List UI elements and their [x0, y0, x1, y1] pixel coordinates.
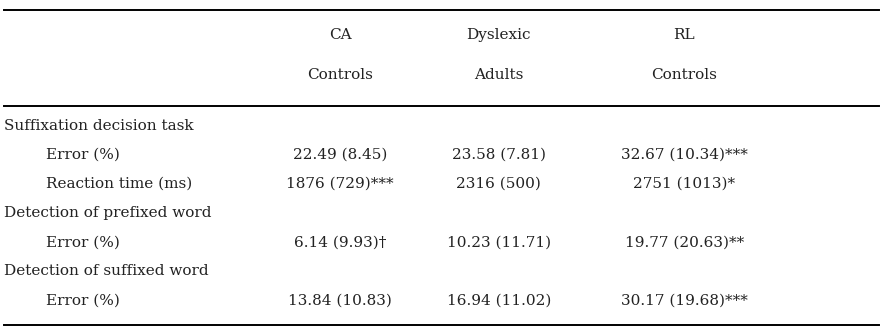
Text: 13.84 (10.83): 13.84 (10.83) — [288, 293, 392, 308]
Text: Suffixation decision task: Suffixation decision task — [4, 119, 194, 133]
Text: Error (%): Error (%) — [46, 293, 120, 308]
Text: 16.94 (11.02): 16.94 (11.02) — [447, 293, 551, 308]
Text: 10.23 (11.71): 10.23 (11.71) — [447, 235, 551, 249]
Text: CA: CA — [328, 28, 351, 42]
Text: Detection of suffixed word: Detection of suffixed word — [4, 264, 209, 278]
Text: Reaction time (ms): Reaction time (ms) — [46, 177, 192, 191]
Text: Controls: Controls — [307, 68, 373, 82]
Text: Controls: Controls — [652, 68, 717, 82]
Text: 19.77 (20.63)**: 19.77 (20.63)** — [624, 235, 744, 249]
Text: Error (%): Error (%) — [46, 148, 120, 162]
Text: Adults: Adults — [474, 68, 524, 82]
Text: 2751 (1013)*: 2751 (1013)* — [633, 177, 736, 191]
Text: 2316 (500): 2316 (500) — [457, 177, 541, 191]
Text: Dyslexic: Dyslexic — [466, 28, 532, 42]
Text: Detection of prefixed word: Detection of prefixed word — [4, 206, 212, 220]
Text: 6.14 (9.93)†: 6.14 (9.93)† — [294, 235, 386, 249]
Text: 32.67 (10.34)***: 32.67 (10.34)*** — [621, 148, 748, 162]
Text: RL: RL — [674, 28, 695, 42]
Text: 23.58 (7.81): 23.58 (7.81) — [452, 148, 546, 162]
Text: 1876 (729)***: 1876 (729)*** — [286, 177, 394, 191]
Text: 30.17 (19.68)***: 30.17 (19.68)*** — [621, 293, 748, 308]
Text: 22.49 (8.45): 22.49 (8.45) — [293, 148, 387, 162]
Text: Error (%): Error (%) — [46, 235, 120, 249]
